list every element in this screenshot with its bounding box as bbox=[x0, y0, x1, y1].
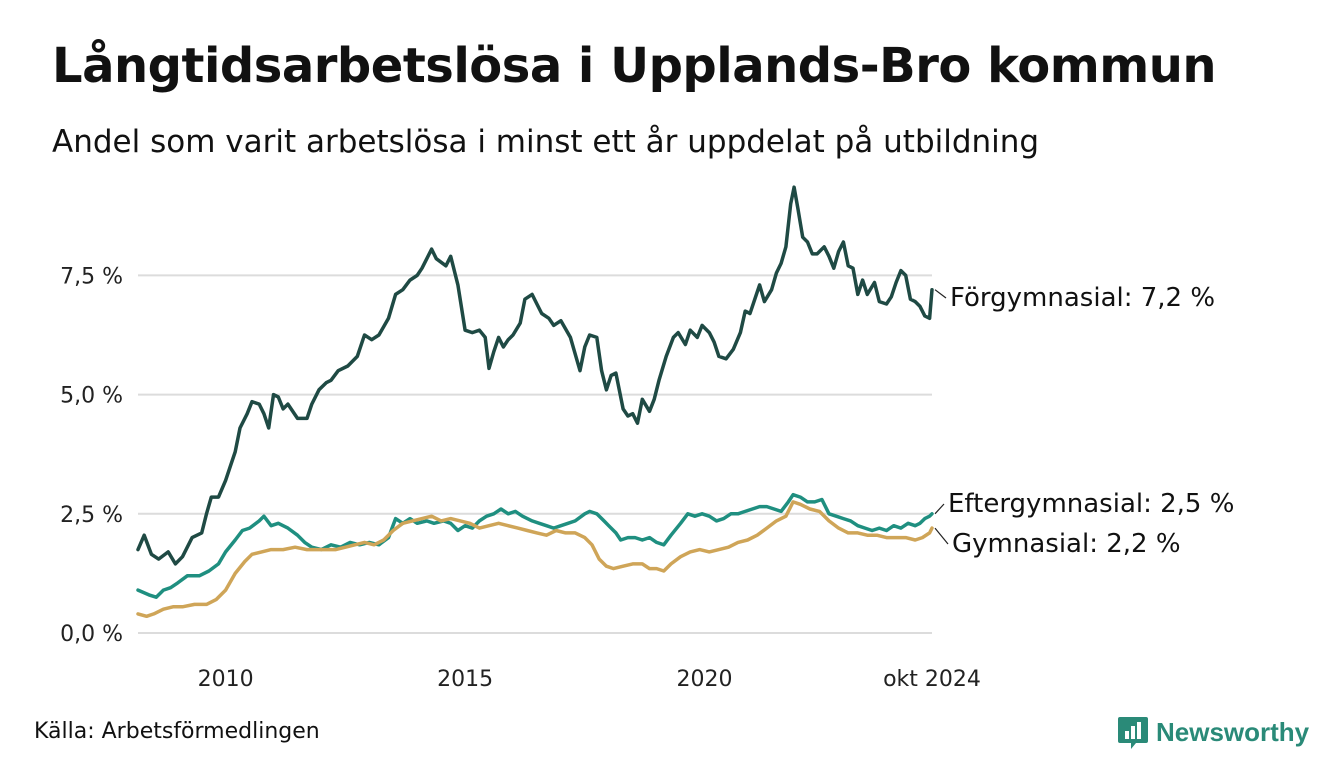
newsworthy-logo-icon bbox=[1118, 717, 1148, 749]
y-tick-label: 2,5 % bbox=[60, 503, 123, 528]
source-note: Källa: Arbetsförmedlingen bbox=[34, 719, 320, 744]
label-leader-gymnasial bbox=[934, 527, 949, 545]
chart-title: Långtidsarbetslösa i Upplands-Bro kommun bbox=[52, 38, 1217, 94]
x-tick-label: okt 2024 bbox=[883, 667, 981, 692]
x-tick-label: 2015 bbox=[437, 667, 493, 692]
series-line-eftergymnasial bbox=[136, 492, 934, 599]
series-end-labels: Förgymnasial: 7,2 % Eftergymnasial: 2,5 %… bbox=[934, 283, 1234, 559]
brand-logo: Newsworthy bbox=[1118, 714, 1309, 750]
y-axis-ticks: 0,0 % 2,5 % 5,0 % 7,5 % bbox=[60, 264, 123, 647]
y-tick-label: 0,0 % bbox=[60, 622, 123, 647]
x-tick-label: 2020 bbox=[677, 667, 733, 692]
label-leader-eftergymnasial bbox=[934, 503, 945, 515]
label-leader-frgymnasial bbox=[934, 289, 947, 299]
y-tick-label: 5,0 % bbox=[60, 384, 123, 409]
series-line-gymnasial bbox=[136, 500, 934, 619]
series-line-frgymnasial bbox=[136, 185, 934, 566]
series-label-eftergymnasial: Eftergymnasial: 2,5 % bbox=[948, 489, 1234, 519]
x-axis-ticks: 2010 2015 2020 okt 2024 bbox=[198, 667, 981, 692]
grid-lines bbox=[138, 274, 932, 634]
y-tick-label: 7,5 % bbox=[60, 264, 123, 289]
series-lines bbox=[136, 185, 934, 619]
series-label-gymnasial: Gymnasial: 2,2 % bbox=[952, 529, 1181, 559]
x-tick-label: 2010 bbox=[198, 667, 254, 692]
series-label-frgymnasial: Förgymnasial: 7,2 % bbox=[950, 283, 1215, 313]
chart-subtitle: Andel som varit arbetslösa i minst ett å… bbox=[52, 124, 1040, 160]
brand-name: Newsworthy bbox=[1156, 716, 1310, 747]
